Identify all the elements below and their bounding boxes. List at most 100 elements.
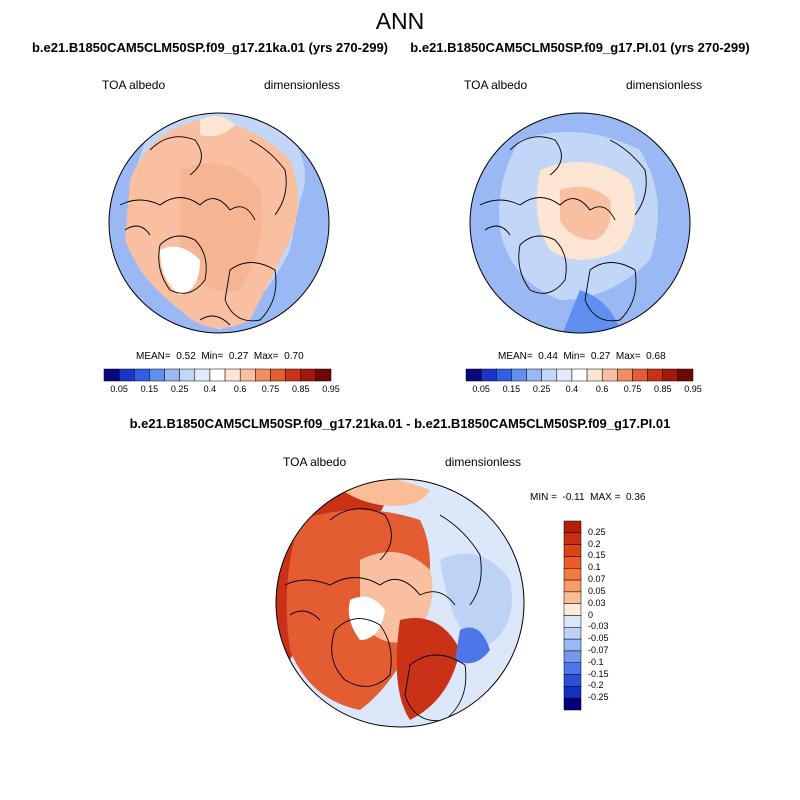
panel-2-colorbar-tick-label: 0.75 — [623, 384, 642, 394]
panel-1-colorbar-tick-label: 0.15 — [140, 384, 159, 394]
diff-colorbar-tick-label: 0.05 — [588, 585, 606, 596]
panel-2-colorbar-swatch — [662, 368, 679, 382]
panel-1-colorbar-swatch — [179, 368, 196, 382]
panel-2-variable-label: TOA albedo — [464, 78, 528, 92]
panel-2-colorbar-swatch — [556, 368, 573, 382]
panel-1-colorbar-swatch — [134, 368, 150, 382]
panel-1-colorbar-swatch — [315, 368, 332, 382]
diff-colorbar-tick-label: 0.25 — [588, 526, 606, 537]
diff-colorbar-tick-label: -0.2 — [588, 680, 604, 691]
panel-2-colorbar-swatch — [496, 368, 512, 382]
diff-polar-map — [276, 479, 524, 727]
panel-2-colorbar-swatch — [647, 368, 663, 382]
diff-colorbar-swatch — [563, 556, 582, 569]
diff-colorbar-tick-label: 0.1 — [588, 562, 601, 573]
diff-colorbar-swatch — [563, 697, 582, 711]
panel-2-colorbar-tick-label: 0.6 — [595, 384, 609, 394]
diff-panel-title: b.e21.B1850CAM5CLM50SP.f09_g17.21ka.01 -… — [129, 416, 671, 431]
panel-2-colorbar-swatch — [511, 368, 527, 382]
diff-colorbar-tick-label: -0.25 — [588, 692, 609, 703]
panel-1-colorbar-tick-label: 0.4 — [203, 384, 217, 394]
panel-1-colorbar-swatch — [103, 368, 120, 382]
diff-colorbar — [563, 520, 582, 711]
panel-1-colorbar-tick-label: 0.05 — [110, 384, 128, 394]
panel-2-colorbar-tick-label: 0.05 — [472, 384, 490, 394]
diff-max-value: 0.36 — [626, 492, 646, 503]
panel-1-colorbar-swatch — [164, 368, 180, 382]
panel-1-colorbar-swatch — [209, 368, 226, 382]
panel-1-colorbar — [103, 368, 332, 382]
panel-1-unit-label: dimensionless — [264, 78, 341, 92]
diff-max-label: MAX = — [590, 492, 621, 503]
panel-2-colorbar-tick-label: 0.4 — [565, 384, 579, 394]
panel-2-unit-label: dimensionless — [626, 78, 703, 92]
panel-1-variable-label: TOA albedo — [102, 78, 166, 92]
panel-1-colorbar-swatch — [300, 368, 317, 382]
diff-colorbar-tick-label: -0.15 — [588, 668, 609, 679]
panel-2-colorbar-swatch — [632, 368, 648, 382]
panel-1-colorbar-tick-label: 0.25 — [170, 384, 189, 394]
panel-1-colorbar-swatch — [255, 368, 271, 382]
diff-colorbar-swatch — [563, 662, 582, 675]
panel-1-stats: MEAN= 0.52 Min= 0.27 Max= 0.70 — [136, 351, 304, 362]
diff-colorbar-tick-label: -0.07 — [588, 644, 609, 655]
panel-2-min-value: 0.27 — [590, 351, 611, 362]
panel-1-max-value: 0.70 — [284, 351, 304, 362]
panel-1-colorbar-tick-label: 0.75 — [261, 384, 280, 394]
diff-colorbar-swatch — [563, 686, 582, 699]
diff-colorbar-swatch — [563, 532, 582, 545]
panel-1-colorbar-tick-label: 0.95 — [322, 384, 340, 394]
diff-colorbar-swatch — [563, 650, 582, 663]
diff-colorbar-tick-label: 0.03 — [588, 597, 606, 608]
diff-colorbar-tick-label: 0.2 — [588, 538, 601, 549]
panel-2-polar-map — [470, 113, 690, 333]
panel-2-map-border — [469, 112, 691, 334]
diff-colorbar-swatch — [563, 603, 582, 616]
panel-1-colorbar-swatch — [224, 368, 241, 382]
diff-stats: MIN = -0.11 MAX = 0.36 — [530, 492, 645, 503]
panel-2-colorbar-swatch — [586, 368, 603, 382]
panel-2-mean-label: MEAN= — [498, 351, 533, 362]
panel-1-colorbar-swatch — [149, 368, 165, 382]
panel-2-colorbar-tick-label: 0.85 — [653, 384, 672, 394]
panel-2-colorbar-tick-label: 0.95 — [684, 384, 702, 394]
diff-colorbar-tick-label: -0.03 — [588, 621, 609, 632]
panel-2-max-value: 0.68 — [646, 351, 666, 362]
panel-1-colorbar-swatch — [285, 368, 301, 382]
diff-colorbar-tick-label: -0.1 — [588, 656, 604, 667]
diff-min-value: -0.11 — [562, 492, 585, 503]
panel-1-map-border — [108, 112, 330, 334]
panel-2-mean-value: 0.44 — [538, 351, 558, 362]
panel-1-mean-label: MEAN= — [136, 351, 171, 362]
diff-colorbar-tick-label: 0.15 — [588, 550, 606, 561]
panel-1-mean-value: 0.52 — [176, 351, 196, 362]
diff-colorbar-swatch — [563, 591, 582, 604]
panel-2-colorbar-swatch — [571, 368, 588, 382]
panel-2-colorbar-swatch — [541, 368, 558, 382]
panel-1-title: b.e21.B1850CAM5CLM50SP.f09_g17.21ka.01 (… — [31, 40, 389, 55]
diff-unit-label: dimensionless — [445, 455, 522, 469]
diff-variable-label: TOA albedo — [283, 455, 347, 469]
diff-map-border — [275, 478, 525, 728]
panel-1-colorbar-swatch — [118, 368, 135, 382]
panel-1-colorbar-tick-label: 0.85 — [291, 384, 310, 394]
diff-colorbar-tick-label: 0 — [588, 609, 594, 620]
diff-colorbar-swatch — [563, 544, 582, 557]
panel-2-min-label: Min= — [563, 351, 586, 362]
panel-2-colorbar-swatch — [480, 368, 497, 382]
panel-2-colorbar-swatch — [677, 368, 694, 382]
panel-2-colorbar-swatch — [601, 368, 618, 382]
panel-2-colorbar-tick-label: 0.15 — [502, 384, 521, 394]
panel-2-title: b.e21.B1850CAM5CLM50SP.f09_g17.PI.01 (yr… — [410, 40, 750, 55]
panel-1-min-value: 0.27 — [228, 351, 249, 362]
diff-colorbar-tick-label: -0.05 — [588, 633, 609, 644]
diff-colorbar-swatch — [563, 520, 582, 534]
panel-2-colorbar-swatch — [465, 368, 482, 382]
panel-1-colorbar-swatch — [239, 368, 256, 382]
panel-1-max-label: Max= — [253, 351, 279, 362]
diff-colorbar-swatch — [563, 674, 582, 687]
figure-title: ANN — [375, 8, 425, 34]
diff-colorbar-tick-label: 0.07 — [588, 574, 606, 585]
diff-colorbar-swatch — [563, 615, 582, 628]
